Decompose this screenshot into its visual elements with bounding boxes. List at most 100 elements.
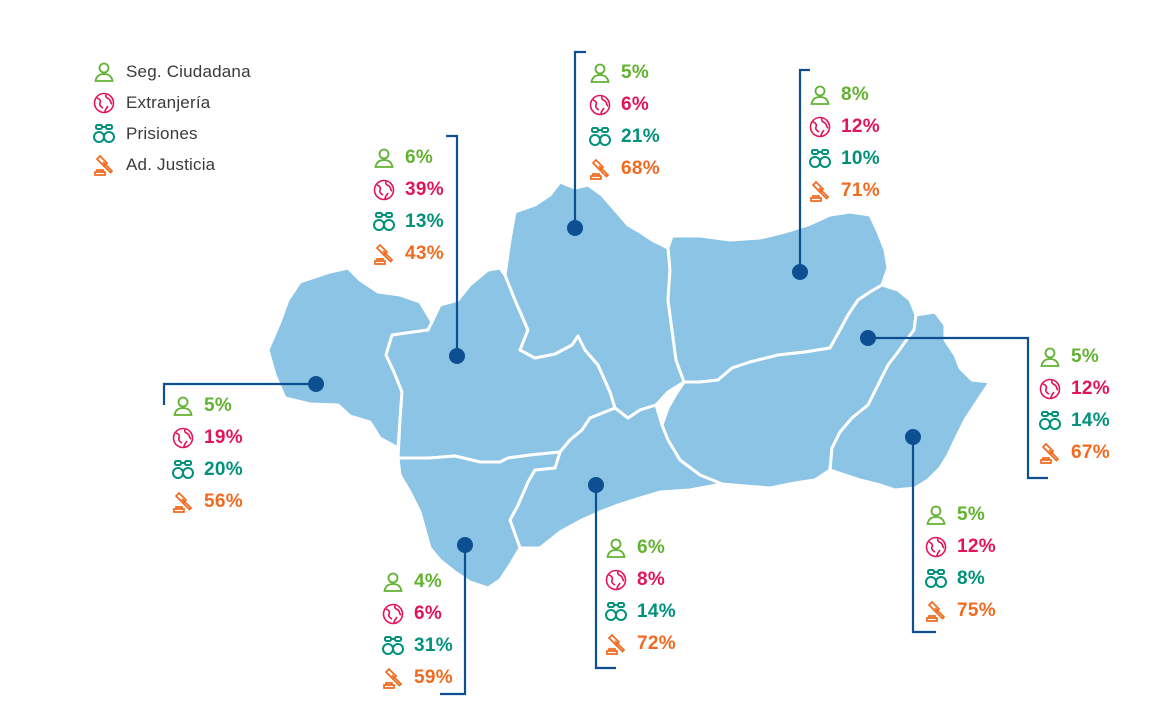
stat-value-pri: 20%	[204, 459, 243, 480]
stat-value-ext: 8%	[637, 569, 666, 590]
stats-sevilla: 6% 39% 13% 43%	[372, 142, 444, 270]
globe-icon	[809, 116, 831, 138]
leader-huelva	[162, 382, 316, 405]
legend-label-seg: Seg. Ciudadana	[126, 61, 251, 81]
person-outline-icon	[173, 396, 193, 416]
globe-icon	[382, 603, 404, 625]
stat-value-seg: 5%	[957, 504, 986, 525]
handcuffs-icon	[589, 127, 611, 146]
legend-label-ext: Extranjería	[126, 92, 211, 112]
stat-row-ext: 12%	[808, 111, 880, 143]
province-cadiz	[396, 450, 562, 590]
gavel-icon	[926, 600, 946, 622]
stat-row-ext: 6%	[588, 89, 660, 121]
globe-icon	[605, 569, 627, 591]
stat-value-seg: 5%	[204, 395, 233, 416]
stat-value-seg: 6%	[637, 537, 666, 558]
stat-row-seg: 5%	[588, 57, 660, 89]
marker-granada	[860, 330, 876, 346]
leader-jaen	[798, 68, 810, 272]
stat-row-pri: 10%	[808, 143, 880, 175]
stat-row-seg: 5%	[924, 499, 996, 531]
stat-row-seg: 4%	[381, 566, 453, 598]
handcuffs-icon	[373, 212, 395, 231]
marker-sevilla	[449, 348, 465, 364]
stat-row-ext: 6%	[381, 598, 453, 630]
gavel-icon	[810, 180, 830, 202]
stat-row-pri: 20%	[171, 454, 243, 486]
stat-row-pri: 13%	[372, 206, 444, 238]
marker-huelva	[308, 376, 324, 392]
person-outline-icon	[383, 572, 403, 592]
legend-label-pri: Prisiones	[126, 123, 198, 143]
legend-item-jus: Ad. Justicia	[92, 149, 251, 180]
stat-value-jus: 71%	[841, 180, 880, 201]
stat-row-pri: 14%	[604, 596, 676, 628]
globe-icon	[93, 92, 115, 113]
stat-value-seg: 5%	[621, 62, 650, 83]
person-outline-icon	[606, 538, 626, 558]
stat-row-ext: 8%	[604, 564, 676, 596]
globe-icon	[1039, 378, 1061, 400]
stat-row-jus: 68%	[588, 153, 660, 185]
stats-jaen: 8% 12% 10% 71%	[808, 79, 880, 207]
gavel-icon	[374, 243, 394, 265]
leader-almeria	[911, 437, 936, 634]
stat-row-pri: 8%	[924, 563, 996, 595]
stat-value-jus: 75%	[957, 600, 996, 621]
stat-row-pri: 31%	[381, 630, 453, 662]
leader-malaga	[594, 485, 616, 670]
stat-value-seg: 6%	[405, 147, 434, 168]
person-outline-icon	[94, 62, 114, 82]
stat-row-jus: 71%	[808, 175, 880, 207]
stat-row-jus: 75%	[924, 595, 996, 627]
stat-value-seg: 5%	[1071, 346, 1100, 367]
stats-huelva: 5% 19% 20% 56%	[171, 390, 243, 518]
handcuffs-icon	[925, 569, 947, 588]
marker-cadiz	[457, 537, 473, 553]
stat-row-jus: 67%	[1038, 437, 1110, 469]
stats-cordoba: 5% 6% 21% 68%	[588, 57, 660, 185]
stat-value-pri: 14%	[637, 601, 676, 622]
stat-value-jus: 43%	[405, 243, 444, 264]
stat-row-seg: 8%	[808, 79, 880, 111]
leader-sevilla	[446, 134, 459, 356]
person-outline-icon	[590, 63, 610, 83]
legend-item-ext: Extranjería	[92, 87, 251, 118]
gavel-icon	[94, 154, 114, 176]
legend-label-jus: Ad. Justicia	[126, 154, 216, 174]
person-outline-icon	[1040, 347, 1060, 367]
person-outline-icon	[926, 505, 946, 525]
stat-value-pri: 13%	[405, 211, 444, 232]
stats-granada: 5% 12% 14% 67%	[1038, 341, 1110, 469]
handcuffs-icon	[93, 123, 115, 143]
stat-value-jus: 56%	[204, 491, 243, 512]
stats-almeria: 5% 12% 8% 75%	[924, 499, 996, 627]
stat-value-pri: 14%	[1071, 410, 1110, 431]
globe-icon	[589, 94, 611, 116]
stat-row-pri: 21%	[588, 121, 660, 153]
stats-malaga: 6% 8% 14% 72%	[604, 532, 676, 660]
stat-value-seg: 4%	[414, 571, 443, 592]
stat-row-ext: 12%	[924, 531, 996, 563]
stat-row-seg: 5%	[171, 390, 243, 422]
legend-item-pri: Prisiones	[92, 118, 251, 149]
handcuffs-icon	[605, 602, 627, 621]
leader-granada	[868, 336, 1048, 480]
stat-row-jus: 56%	[171, 486, 243, 518]
stat-value-pri: 31%	[414, 635, 453, 656]
globe-icon	[172, 427, 194, 449]
stat-value-ext: 12%	[1071, 378, 1110, 399]
stat-value-seg: 8%	[841, 84, 870, 105]
stat-row-ext: 39%	[372, 174, 444, 206]
gavel-icon	[383, 667, 403, 689]
stat-value-ext: 6%	[414, 603, 443, 624]
stat-row-jus: 43%	[372, 238, 444, 270]
legend-item-seg: Seg. Ciudadana	[92, 56, 251, 87]
person-outline-icon	[810, 85, 830, 105]
stat-value-jus: 67%	[1071, 442, 1110, 463]
stat-value-pri: 8%	[957, 568, 986, 589]
stat-value-pri: 10%	[841, 148, 880, 169]
handcuffs-icon	[382, 636, 404, 655]
